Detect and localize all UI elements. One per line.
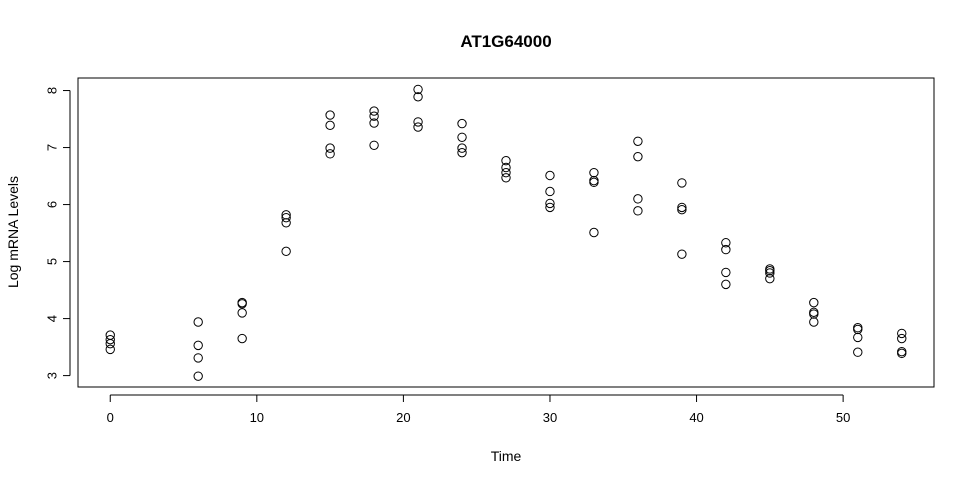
- data-point: [413, 117, 423, 127]
- data-point: [721, 244, 731, 255]
- data-point: [369, 118, 379, 128]
- data-point: [105, 334, 115, 345]
- data-point: [369, 106, 379, 116]
- y-tick-label: 4: [45, 315, 60, 322]
- data-point: [105, 338, 115, 349]
- data-point: [281, 212, 291, 223]
- y-tick-label: 6: [45, 201, 60, 208]
- data-point: [369, 111, 379, 121]
- data-point: [677, 249, 687, 259]
- data-point: [237, 299, 247, 309]
- data-point: [325, 143, 335, 153]
- x-axis-label: Time: [491, 448, 522, 464]
- data-point: [369, 140, 379, 150]
- y-tick-label: 7: [45, 144, 60, 151]
- data-point: [853, 332, 863, 343]
- data-point: [193, 371, 203, 381]
- x-tick-label: 10: [250, 410, 264, 425]
- data-point: [633, 206, 643, 216]
- data-point: [281, 246, 291, 257]
- x-axis: 0 10 20 30 40 50: [107, 394, 850, 425]
- data-point: [545, 186, 555, 197]
- x-tick-label: 40: [689, 410, 703, 425]
- data-point: [765, 268, 775, 278]
- data-point: [677, 178, 687, 188]
- data-point: [721, 279, 731, 290]
- data-point: [545, 202, 555, 213]
- data-point: [897, 333, 907, 344]
- data-point: [809, 317, 819, 327]
- data-point: [193, 340, 203, 351]
- data-point: [765, 273, 775, 284]
- data-point: [721, 267, 731, 278]
- data-point: [501, 173, 511, 183]
- data-point: [589, 227, 599, 238]
- data-point: [633, 136, 643, 146]
- data-point: [501, 162, 511, 173]
- data-point: [193, 317, 203, 327]
- data-points: [105, 84, 907, 381]
- y-tick-label: 3: [45, 372, 60, 379]
- data-point: [105, 344, 115, 355]
- chart-title: AT1G64000: [460, 32, 551, 51]
- data-point: [413, 92, 423, 102]
- x-tick-label: 30: [543, 410, 557, 425]
- data-point: [589, 167, 599, 178]
- data-point: [501, 155, 511, 166]
- data-point: [457, 132, 467, 142]
- data-point: [281, 218, 291, 228]
- data-point: [545, 170, 555, 181]
- y-tick-label: 8: [45, 87, 60, 94]
- data-point: [413, 84, 423, 95]
- data-point: [413, 122, 423, 132]
- data-point: [809, 297, 819, 308]
- data-point: [677, 202, 687, 213]
- data-point: [237, 333, 247, 344]
- plot-frame: [77, 77, 935, 388]
- data-point: [325, 149, 335, 159]
- data-point: [325, 120, 335, 131]
- y-tick-label: 5: [45, 258, 60, 265]
- data-point: [325, 110, 335, 120]
- x-tick-label: 0: [107, 410, 114, 425]
- x-tick-label: 20: [396, 410, 410, 425]
- data-point: [721, 238, 731, 248]
- data-point: [677, 204, 687, 215]
- data-point: [457, 143, 467, 153]
- data-point: [897, 348, 907, 359]
- data-point: [501, 167, 511, 178]
- data-point: [457, 147, 467, 158]
- data-point: [193, 353, 203, 363]
- data-point: [589, 177, 599, 188]
- y-axis: 3 4 5 6 7 8: [45, 87, 71, 379]
- data-point: [853, 347, 863, 357]
- data-point: [633, 151, 643, 162]
- data-point: [897, 328, 907, 339]
- x-tick-label: 50: [836, 410, 850, 425]
- data-point: [545, 198, 555, 209]
- data-point: [633, 194, 643, 204]
- data-point: [237, 308, 247, 318]
- y-axis-label: Log mRNA Levels: [5, 176, 21, 288]
- data-point: [457, 118, 467, 129]
